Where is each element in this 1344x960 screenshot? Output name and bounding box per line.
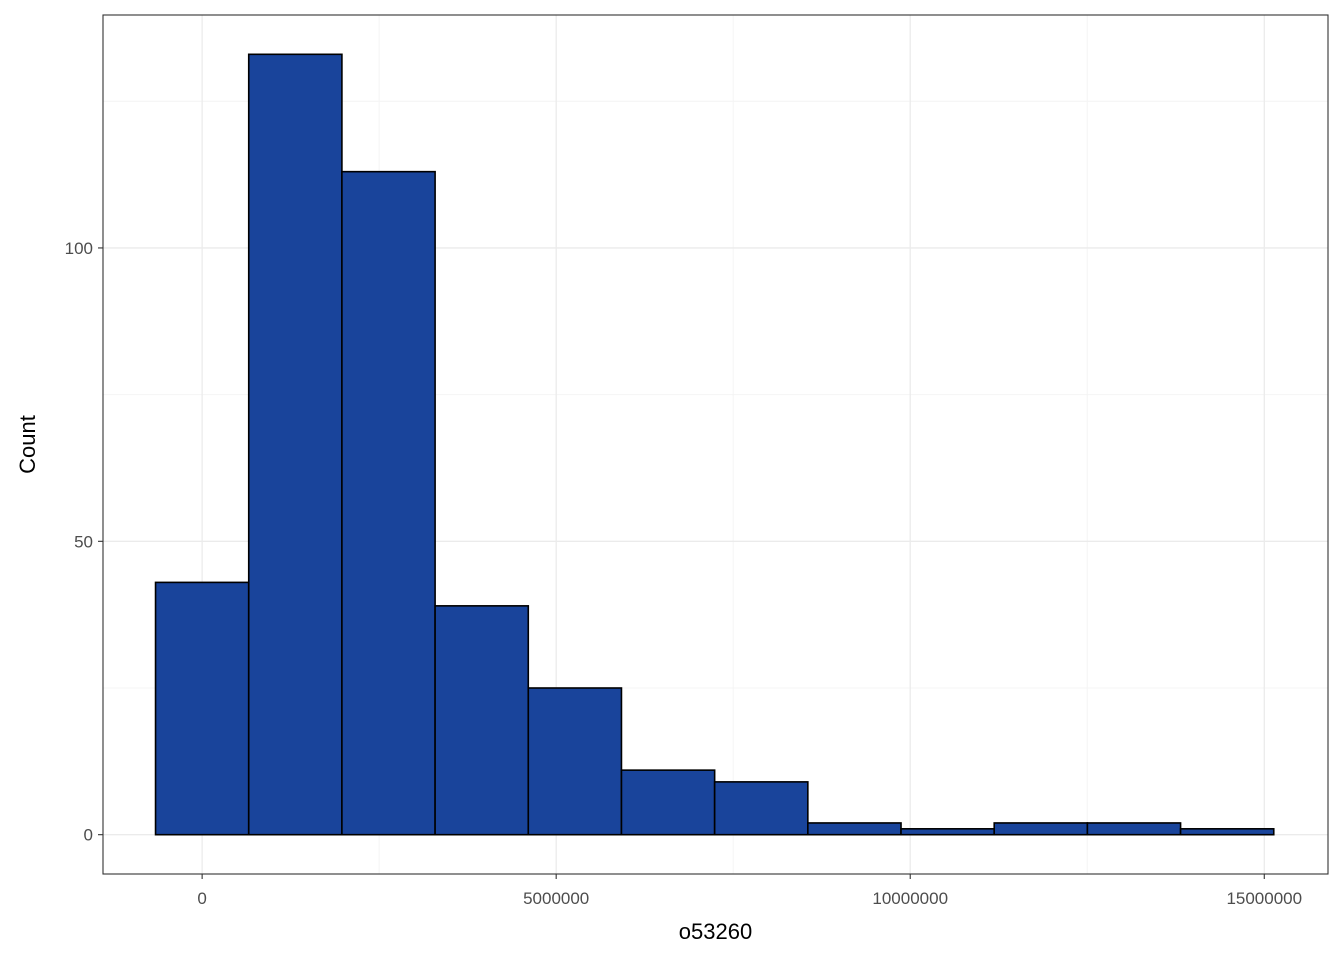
histogram-bar-9 [900, 828, 996, 836]
histogram-bar-5 [527, 687, 623, 836]
histogram-bar-12 [1179, 828, 1275, 836]
y-axis-title: Count [15, 415, 40, 474]
histogram-bar-1 [154, 581, 250, 836]
histogram-bar-2 [247, 53, 343, 836]
x-tick-label: 0 [197, 889, 206, 908]
histogram-bar-8 [807, 822, 902, 836]
histogram-bar-6 [620, 769, 716, 836]
x-tick-label: 10000000 [872, 889, 948, 908]
y-tick-label: 0 [84, 826, 93, 845]
histogram-bar-3 [341, 170, 436, 836]
x-tick-label: 5000000 [523, 889, 589, 908]
histogram-bar-7 [713, 781, 809, 836]
panel-border [102, 14, 1329, 875]
histogram-bars [154, 53, 1275, 836]
y-tick-label: 50 [74, 532, 93, 551]
axis-ticks: 0 5000000 10000000 15000000 0 50 100 [65, 239, 1302, 908]
histogram-bar-11 [1086, 822, 1182, 836]
x-axis-title: o53260 [679, 919, 752, 944]
y-tick-label: 100 [65, 239, 93, 258]
x-tick-label: 15000000 [1226, 889, 1302, 908]
histogram-bar-4 [434, 605, 530, 836]
histogram-bar-10 [993, 822, 1089, 836]
